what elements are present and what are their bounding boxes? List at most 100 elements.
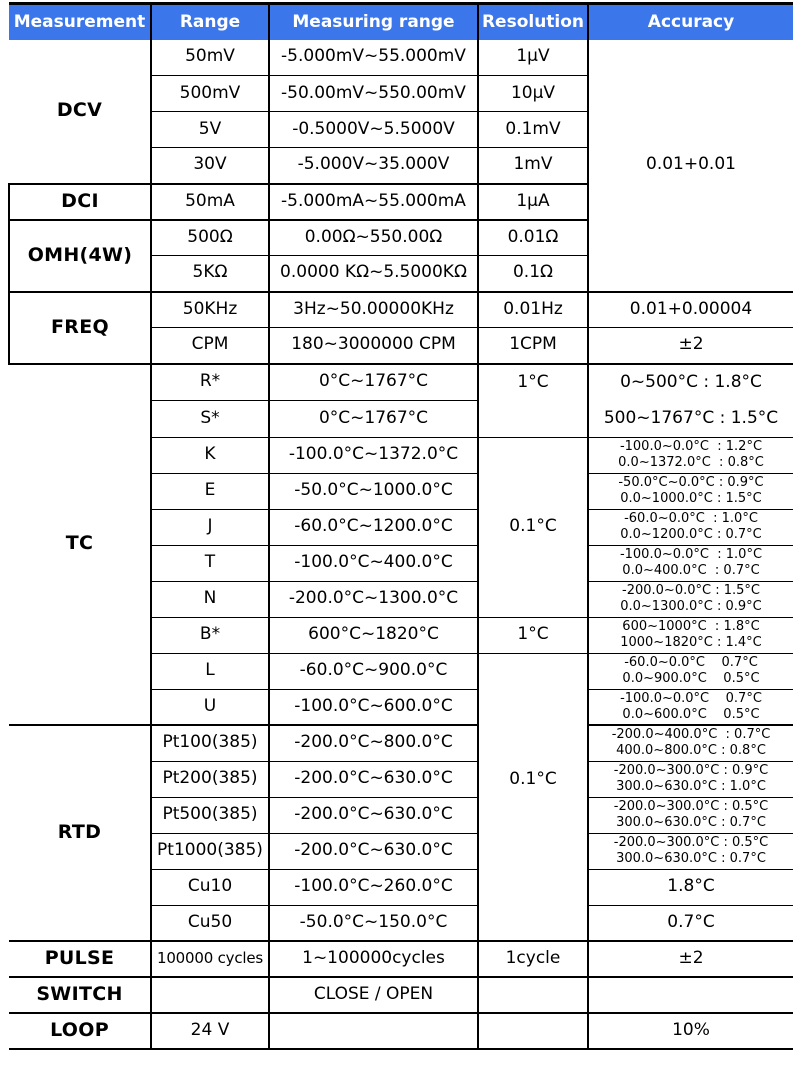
resolution-cell: 0.01Ω [477, 218, 589, 256]
accuracy-cell: 1.8°C [587, 868, 793, 906]
range-cell: K [150, 436, 270, 474]
table-row: Cu10 -100.0°C~260.0°C 1.8°C [9, 868, 793, 906]
measuring-range-cell: -60.0°C~900.0°C [268, 652, 479, 690]
accuracy-cell: -60.0~0.0°C 0.7°C 0.0~900.0°C 0.5°C [587, 652, 793, 690]
accuracy-line: -200.0~0.0°C : 1.5°C [622, 583, 760, 598]
table-row: K -100.0°C~1372.0°C 0.1°C -100.0~0.0°C :… [9, 436, 793, 618]
table-row: RTD Pt100(385) -200.0°C~800.0°C -200.0~4… [9, 724, 793, 942]
table-row: PULSE 100000 cycles 1~100000cycles 1cycl… [9, 940, 793, 978]
accuracy-cell: -200.0~300.0°C : 0.5°C 300.0~630.0°C : 0… [587, 832, 793, 870]
table-row: SWITCH CLOSE / OPEN [9, 976, 793, 1014]
table-row: OMH(4W) 500Ω 0.00Ω~550.00Ω 0.01Ω [8, 218, 793, 292]
resolution-cell-rs: 1°C [477, 362, 589, 438]
table-row: L -60.0°C~900.0°C 0.1°C -60.0~0.0°C 0.7°… [9, 652, 793, 942]
range-cell: B* [150, 616, 270, 654]
range-cell: 100000 cycles [150, 940, 270, 978]
measuring-range-cell: -50.0°C~1000.0°C [268, 472, 479, 510]
resolution-cell: 0.01Hz [477, 290, 589, 328]
column-header-measuring-range: Measuring range [268, 2, 478, 40]
accuracy-line: 0.0~1300.0°C : 0.9°C [620, 599, 762, 614]
measurement-loop: LOOP [9, 1012, 152, 1050]
range-cell: T [150, 544, 270, 582]
range-cell: R* [150, 362, 270, 401]
table-row: 30V -5.000V~35.000V 1mV [9, 147, 793, 184]
accuracy-line: 300.0~630.0°C : 0.7°C [616, 851, 766, 866]
accuracy-cell: -100.0~0.0°C 0.7°C 0.0~600.0°C 0.5°C [587, 688, 793, 726]
accuracy-cell: -200.0~300.0°C : 0.9°C 300.0~630.0°C : 1… [587, 760, 793, 798]
accuracy-line: 0.0~900.0°C 0.5°C [622, 671, 760, 686]
range-cell: 50mA [150, 182, 270, 220]
column-header-range: Range [150, 2, 269, 40]
measurement-switch: SWITCH [9, 976, 152, 1014]
measuring-range-cell: 0°C~1767°C [268, 399, 479, 438]
accuracy-cell: ±2 [587, 940, 793, 978]
measuring-range-cell: -100.0°C~260.0°C [268, 868, 479, 906]
accuracy-line: 0.0~1200.0°C : 0.7°C [620, 527, 762, 542]
table-row: E -50.0°C~1000.0°C -50.0°C~0.0°C : 0.9°C… [9, 472, 793, 510]
accuracy-cell: 600~1000°C : 1.8°C 1000~1820°C : 1.4°C [587, 616, 793, 654]
accuracy-line: 0~500°C : 1.8°C [620, 371, 762, 392]
accuracy-line: 0.0~1372.0°C : 0.8°C [618, 455, 764, 470]
measuring-range-cell: -50.0°C~150.0°C [268, 904, 479, 942]
accuracy-line: 1000~1820°C : 1.4°C [620, 635, 762, 650]
table-row: 5KΩ 0.0000 KΩ~5.5000KΩ 0.1Ω [9, 255, 793, 292]
range-cell [150, 976, 270, 1014]
table-row: Pt200(385) -200.0°C~630.0°C -200.0~300.0… [9, 760, 793, 798]
measurement-tc: TC [9, 362, 152, 726]
table-row: Pt1000(385) -200.0°C~630.0°C -200.0~300.… [9, 832, 793, 870]
accuracy-line: 0.0~1000.0°C : 1.5°C [620, 491, 762, 506]
range-cell: Cu10 [150, 868, 270, 906]
column-header-resolution: Resolution [477, 2, 588, 40]
accuracy-cell: -100.0~0.0°C : 1.0°C 0.0~400.0°C : 0.7°C [587, 544, 793, 582]
table-row: Pt500(385) -200.0°C~630.0°C -200.0~300.0… [9, 796, 793, 834]
accuracy-line: -50.0°C~0.0°C : 0.9°C [618, 475, 764, 490]
table-row: N -200.0°C~1300.0°C -200.0~0.0°C : 1.5°C… [9, 580, 793, 618]
resolution-cell: 1cycle [477, 940, 589, 978]
measuring-range-cell: -0.5000V~5.5000V [268, 111, 479, 148]
measurement-omh: OMH(4W) [8, 218, 152, 292]
table-row: DCV 50mV -5.000mV~55.000mV 1μV 0.01+0.01 [9, 39, 793, 292]
measuring-range-cell: 3Hz~50.00000KHz [268, 290, 479, 328]
accuracy-cell-rs: 0~500°C : 1.8°C 500~1767°C : 1.5°C [587, 362, 793, 438]
measuring-range-cell: -200.0°C~630.0°C [268, 796, 479, 834]
measuring-range-cell: -5.000mA~55.000mA [268, 182, 479, 220]
accuracy-cell: -100.0~0.0°C : 1.2°C 0.0~1372.0°C : 0.8°… [587, 436, 793, 474]
measuring-range-cell: -100.0°C~400.0°C [268, 544, 479, 582]
resolution-cell [477, 976, 589, 1014]
measuring-range-cell: -5.000mV~55.000mV [268, 39, 479, 76]
measuring-range-cell: 1~100000cycles [268, 940, 479, 978]
range-cell: N [150, 580, 270, 618]
table-row: 500mV -50.00mV~550.00mV 10μV [9, 75, 793, 112]
accuracy-line: -200.0~300.0°C : 0.9°C [613, 763, 769, 778]
table-row: 5V -0.5000V~5.5000V 0.1mV [9, 111, 793, 148]
table-row: TC R* 0°C~1767°C 1°C 0~500°C : 1.8°C 500… [9, 362, 793, 726]
resolution-cell: 1°C [477, 616, 589, 654]
accuracy-cell: -200.0~300.0°C : 0.5°C 300.0~630.0°C : 0… [587, 796, 793, 834]
accuracy-line: -200.0~400.0°C : 0.7°C [611, 727, 771, 743]
accuracy-line: 600~1000°C : 1.8°C [622, 619, 760, 634]
measuring-range-cell: 0.00Ω~550.00Ω [268, 218, 479, 256]
accuracy-line: 300.0~630.0°C : 1.0°C [616, 779, 766, 794]
table-row: DCI 50mA -5.000mA~55.000mA 1μA [8, 182, 793, 220]
range-cell: U [150, 688, 270, 726]
range-cell: E [150, 472, 270, 510]
range-cell: 5KΩ [150, 255, 270, 292]
accuracy-cell: 0.7°C [587, 904, 793, 942]
accuracy-cell: -60.0~0.0°C : 1.0°C 0.0~1200.0°C : 0.7°C [587, 508, 793, 546]
table-row: Cu50 -50.0°C~150.0°C 0.7°C [9, 904, 793, 942]
resolution-cell: 1mV [477, 147, 589, 184]
range-cell: Pt200(385) [150, 760, 270, 798]
accuracy-cell: ±2 [587, 327, 793, 364]
range-cell: 500Ω [150, 218, 270, 256]
measuring-range-cell: -200.0°C~630.0°C [268, 832, 479, 870]
range-cell: 50mV [150, 39, 270, 76]
measuring-range-cell: -100.0°C~1372.0°C [268, 436, 479, 474]
measurement-rtd: RTD [9, 724, 152, 942]
measuring-range-cell: 600°C~1820°C [268, 616, 479, 654]
measuring-range-cell: -60.0°C~1200.0°C [268, 508, 479, 546]
header-row: Measurement Range Measuring range Resolu… [9, 2, 793, 40]
resolution-cell [477, 1012, 589, 1050]
accuracy-line: -200.0~300.0°C : 0.5°C [613, 799, 769, 814]
accuracy-line: 0.0~400.0°C : 0.7°C [622, 563, 760, 578]
measurement-dci: DCI [8, 182, 152, 220]
